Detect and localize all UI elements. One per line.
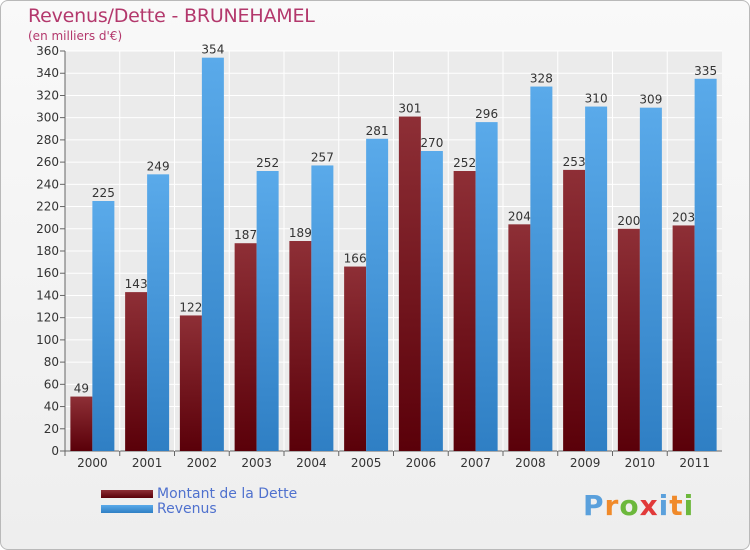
bar-debt (672, 225, 695, 451)
logo-letter: i (683, 489, 695, 522)
y-tick-label: 40 (44, 400, 59, 414)
y-tick-label: 180 (36, 244, 59, 258)
bar-revenue (366, 138, 389, 451)
x-tick-label: 2007 (460, 456, 491, 470)
chart-subtitle: (en milliers d'€) (28, 29, 123, 43)
data-label-debt: 253 (563, 155, 586, 169)
y-tick-label: 320 (36, 88, 59, 102)
legend-swatch-revenue (101, 505, 153, 513)
data-label-debt: 252 (453, 156, 476, 170)
data-label-revenue: 354 (201, 43, 224, 57)
x-tick-label: 2000 (77, 456, 108, 470)
legend-label-debt: Montant de la Dette (157, 486, 298, 502)
data-label-debt: 166 (344, 252, 367, 266)
bar-debt (508, 224, 531, 451)
y-tick-label: 80 (44, 355, 59, 369)
y-tick-label: 0 (51, 444, 59, 458)
data-label-revenue: 335 (694, 64, 717, 78)
bar-revenue (420, 151, 443, 451)
data-label-debt: 301 (398, 102, 421, 116)
grid-layer (60, 50, 722, 456)
data-label-debt: 203 (672, 210, 695, 224)
y-tick-label: 260 (36, 155, 59, 169)
logo-letter: i (658, 489, 670, 522)
x-tick-label: 2005 (351, 456, 382, 470)
legend-label-revenue: Revenus (157, 501, 217, 517)
y-tick-label: 300 (36, 111, 59, 125)
data-label-debt: 187 (234, 228, 257, 242)
data-label-revenue: 270 (420, 136, 443, 150)
bar-debt (125, 292, 148, 451)
y-tick-label: 60 (44, 377, 59, 391)
x-tick-label: 2006 (406, 456, 437, 470)
data-label-debt: 143 (125, 277, 148, 291)
bar-revenue (311, 165, 334, 451)
y-tick-label: 20 (44, 422, 59, 436)
y-tick-label: 240 (36, 177, 59, 191)
bar-debt (70, 396, 93, 451)
y-tick-label: 200 (36, 222, 59, 236)
data-label-revenue: 309 (639, 93, 662, 107)
y-tick-label: 360 (36, 44, 59, 58)
y-tick-label: 220 (36, 200, 59, 214)
data-label-revenue: 257 (311, 150, 334, 164)
y-tick-label: 160 (36, 266, 59, 280)
logo-letter: r (604, 489, 620, 522)
x-tick-label: 2001 (132, 456, 163, 470)
data-label-revenue: 252 (256, 156, 279, 170)
bars-layer (70, 57, 717, 452)
proxiti-logo: Proxiti (583, 489, 694, 522)
bar-debt (179, 315, 202, 451)
bar-revenue (585, 106, 608, 452)
bar-revenue (92, 201, 115, 451)
labels-layer: 0 20 40 60 80 100 120 140 160 180 200 220 240 260 280 3… (36, 43, 717, 470)
bar-debt (344, 266, 367, 451)
x-tick-label: 2009 (570, 456, 601, 470)
x-tick-label: 2002 (187, 456, 218, 470)
data-label-revenue: 328 (530, 72, 553, 86)
bar-revenue (147, 174, 170, 452)
data-label-revenue: 249 (147, 159, 170, 173)
bar-debt (398, 116, 421, 452)
bar-debt (563, 169, 586, 451)
x-tick-label: 2010 (625, 456, 656, 470)
data-label-debt: 122 (179, 300, 202, 314)
x-tick-label: 2004 (296, 456, 327, 470)
y-tick-label: 340 (36, 66, 59, 80)
data-label-revenue: 225 (92, 186, 115, 200)
legend-swatch-debt (101, 490, 153, 498)
y-tick-label: 140 (36, 288, 59, 302)
bar-revenue (639, 107, 662, 452)
logo-letter: P (583, 489, 605, 522)
y-tick-label: 280 (36, 133, 59, 147)
data-label-debt: 49 (74, 382, 89, 396)
bar-debt (289, 241, 312, 451)
chart-title: Revenus/Dette - BRUNEHAMEL (28, 5, 315, 27)
bar-revenue (475, 122, 498, 451)
x-tick-label: 2008 (515, 456, 546, 470)
data-label-revenue: 310 (585, 92, 608, 106)
y-tick-label: 100 (36, 333, 59, 347)
x-tick-label: 2011 (679, 456, 710, 470)
logo-letter: t (669, 489, 684, 522)
logo-letter: x (639, 489, 659, 522)
logo-letter: o (619, 489, 640, 522)
bar-revenue (694, 78, 717, 452)
bar-revenue (256, 171, 279, 451)
x-tick-label: 2003 (241, 456, 272, 470)
y-tick-label: 120 (36, 311, 59, 325)
data-label-debt: 204 (508, 209, 531, 223)
bar-revenue (201, 57, 224, 452)
bar-debt (234, 243, 257, 451)
bar-revenue (530, 86, 553, 452)
bar-debt (617, 228, 640, 451)
data-label-revenue: 281 (366, 124, 389, 138)
data-label-debt: 200 (617, 214, 640, 228)
data-label-debt: 189 (289, 226, 312, 240)
data-label-revenue: 296 (475, 107, 498, 121)
bar-debt (453, 171, 476, 451)
